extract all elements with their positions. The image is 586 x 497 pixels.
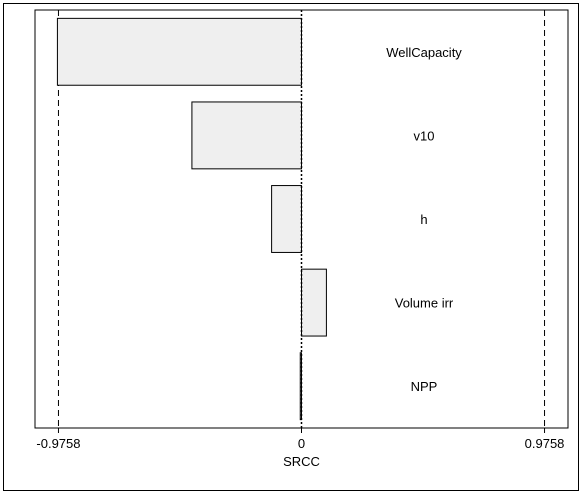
x-tick-label-1: 0 <box>298 436 305 451</box>
category-label-wellcapacity: WellCapacity <box>386 45 462 60</box>
bar-volume-irr <box>301 268 327 337</box>
bar-v10 <box>191 101 302 170</box>
category-label-npp: NPP <box>411 379 438 394</box>
x-axis-label: SRCC <box>283 454 320 469</box>
category-label-v10: v10 <box>414 128 435 143</box>
bar-wellcapacity <box>56 17 302 86</box>
category-label-volume-irr: Volume irr <box>395 296 454 311</box>
x-tick-label-0: -0.9758 <box>36 436 80 451</box>
x-tick-label-2: 0.9758 <box>525 436 565 451</box>
category-label-h: h <box>420 212 427 227</box>
bar-h <box>271 185 303 253</box>
